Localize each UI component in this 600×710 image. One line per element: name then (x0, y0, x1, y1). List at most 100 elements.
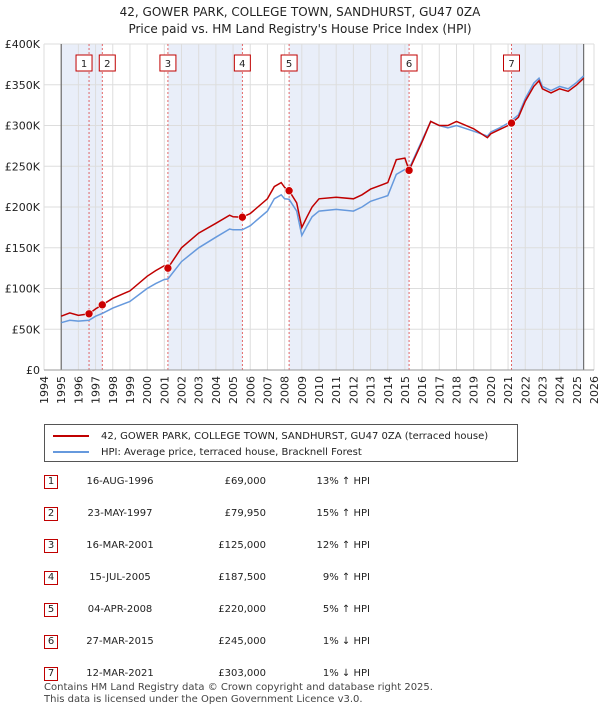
x-tick-label: 1996 (72, 376, 85, 404)
sale-price: £125,000 (218, 540, 266, 551)
sale-marker-frame (233, 54, 251, 72)
x-tick-label: 2016 (416, 376, 429, 404)
sale-marker-label: 3 (165, 59, 171, 70)
sale-marker-number: 6 (44, 635, 58, 649)
sale-price: £220,000 (218, 604, 266, 615)
footer-licence: This data is licensed under the Open Gov… (44, 694, 363, 705)
sale-marker-label: 7 (508, 59, 514, 70)
y-tick-label: £200K (5, 201, 41, 214)
footer-copyright: Contains HM Land Registry data © Crown c… (44, 682, 433, 693)
sale-price: £79,950 (224, 508, 266, 519)
y-tick-label: £300K (5, 120, 41, 133)
x-tick-label: 1997 (90, 376, 103, 404)
sale-marker-box: 6 (400, 54, 418, 72)
sale-price: £187,500 (218, 572, 266, 583)
sale-hpi-diff: 1% ↓ HPI (322, 636, 370, 647)
sale-marker-label: 2 (104, 59, 110, 70)
table-row: 5 04-APR-2008 £220,000 5% ↑ HPI (0, 600, 600, 622)
x-tick-label: 2009 (296, 376, 309, 404)
sale-marker-frame (98, 54, 116, 72)
sale-date: 04-APR-2008 (87, 604, 153, 615)
x-tick-label: 2014 (382, 376, 395, 404)
y-tick-label: £250K (5, 160, 41, 173)
y-tick-label: £100K (5, 283, 41, 296)
x-tick-label: 2015 (399, 376, 412, 404)
x-tick-label: 2007 (261, 376, 274, 404)
sale-point (84, 309, 94, 319)
x-tick-label: 2019 (468, 376, 481, 404)
x-tick-label: 2000 (141, 376, 154, 404)
sale-point (507, 118, 516, 128)
sale-date: 16-AUG-1996 (86, 476, 154, 487)
sale-point (284, 186, 294, 195)
y-tick-label: £50K (12, 323, 41, 336)
sale-hpi-diff: 5% ↑ HPI (322, 604, 370, 615)
sale-date: 12-MAR-2021 (86, 668, 154, 679)
x-tick-label: 1995 (55, 376, 68, 404)
sale-hpi-diff: 15% ↑ HPI (316, 508, 370, 519)
sale-point (97, 300, 107, 310)
x-tick-label: 2012 (347, 376, 360, 404)
sale-marker-frame (503, 54, 520, 72)
legend-swatch-hpi (53, 451, 89, 453)
x-tick-label: 2025 (571, 376, 584, 404)
sale-marker-label: 5 (286, 59, 292, 70)
sale-marker-number: 3 (44, 539, 58, 553)
legend: 42, GOWER PARK, COLLEGE TOWN, SANDHURST,… (44, 424, 518, 462)
sale-marker-frame (75, 54, 93, 72)
sale-marker-number: 1 (44, 475, 58, 489)
sale-hpi-diff: 13% ↑ HPI (316, 476, 370, 487)
x-tick-label: 2024 (554, 376, 567, 404)
x-tick-label: 2001 (158, 376, 171, 404)
chart-subtitle: Price paid vs. HM Land Registry's House … (128, 22, 472, 36)
table-row: 4 15-JUL-2005 £187,500 9% ↑ HPI (0, 568, 600, 590)
sale-marker-box: 4 (233, 54, 251, 72)
sale-hpi-diff: 9% ↑ HPI (322, 572, 370, 583)
table-row: 7 12-MAR-2021 £303,000 1% ↓ HPI (0, 664, 600, 686)
sale-marker-number: 5 (44, 603, 58, 617)
x-tick-label: 2017 (433, 376, 446, 404)
x-tick-label: 2026 (588, 376, 600, 404)
sale-marker-frame (280, 54, 298, 72)
sale-marker-frame (400, 54, 418, 72)
x-tick-label: 2010 (313, 376, 326, 404)
sale-marker-label: 4 (239, 59, 245, 70)
sale-date: 27-MAR-2015 (86, 636, 154, 647)
sale-date: 15-JUL-2005 (89, 572, 151, 583)
sale-marker-number: 4 (44, 571, 58, 585)
x-tick-label: 2013 (365, 376, 378, 404)
sale-marker-number: 2 (44, 507, 58, 521)
price-chart: 1 2 3 4 5 6 7 £0 £50K £100K £150K £200K £250K £300K £3… (5, 38, 600, 404)
x-tick-label: 2021 (502, 376, 515, 404)
x-tick-label: 1994 (38, 376, 51, 404)
x-tick-label: 2022 (519, 376, 532, 404)
sale-point (404, 166, 414, 175)
x-tick-label: 2008 (279, 376, 292, 404)
sale-marker-label: 1 (81, 59, 87, 70)
sale-point (163, 263, 173, 273)
table-row: 3 16-MAR-2001 £125,000 12% ↑ HPI (0, 536, 600, 558)
y-tick-label: £150K (5, 242, 41, 255)
x-tick-label: 2006 (244, 376, 257, 404)
chart-title: 42, GOWER PARK, COLLEGE TOWN, SANDHURST,… (119, 5, 481, 19)
sale-price: £303,000 (218, 668, 266, 679)
sale-point (238, 212, 247, 222)
hpi-series-line (60, 75, 585, 324)
y-tick-label: £350K (5, 79, 41, 92)
x-tick-label: 1999 (124, 376, 137, 404)
sale-marker-box: 3 (159, 54, 177, 72)
x-tick-label: 2004 (210, 376, 223, 404)
legend-label-hpi: HPI: Average price, terraced house, Brac… (101, 446, 362, 458)
sale-price: £245,000 (218, 636, 266, 647)
legend-item-property: 42, GOWER PARK, COLLEGE TOWN, SANDHURST,… (53, 429, 488, 443)
x-tick-label: 2003 (193, 376, 206, 404)
sale-hpi-diff: 1% ↓ HPI (322, 668, 370, 679)
sale-marker-box: 2 (98, 54, 116, 72)
sale-date: 16-MAR-2001 (86, 540, 154, 551)
sale-marker-box: 5 (280, 54, 298, 72)
table-row: 2 23-MAY-1997 £79,950 15% ↑ HPI (0, 504, 600, 526)
sale-marker-label: 6 (406, 59, 412, 70)
x-tick-label: 1998 (107, 376, 120, 404)
x-tick-label: 2005 (227, 376, 240, 404)
legend-label-property: 42, GOWER PARK, COLLEGE TOWN, SANDHURST,… (101, 430, 489, 442)
